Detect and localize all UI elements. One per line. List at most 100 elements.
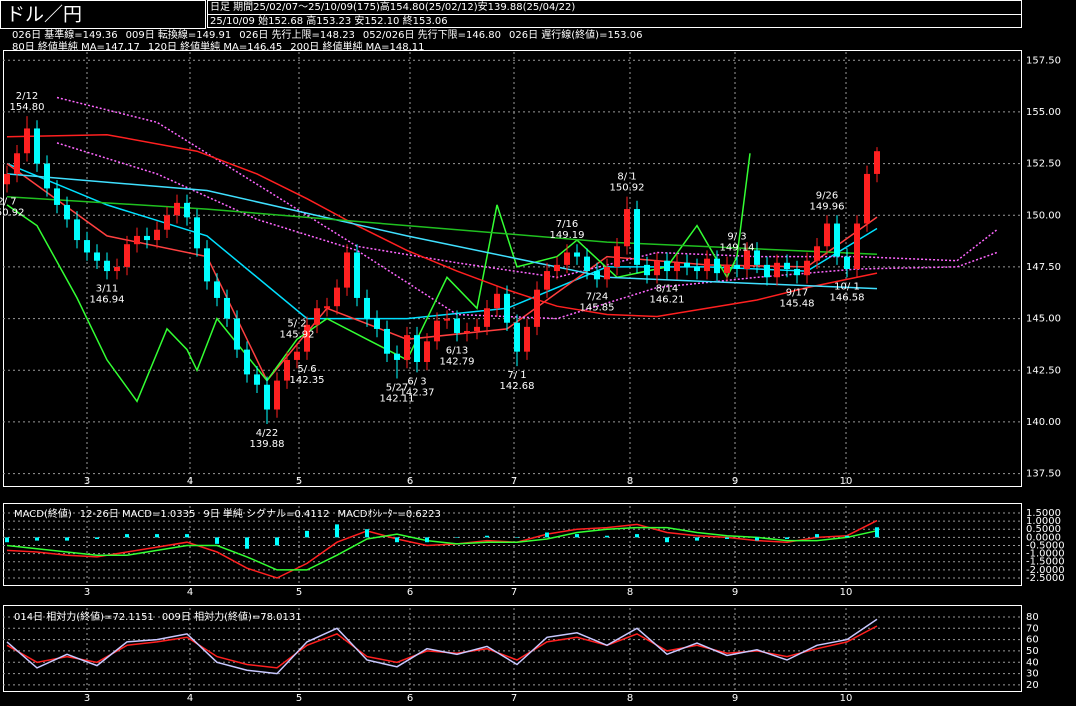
histogram-bar (425, 537, 429, 543)
candle-body (814, 246, 820, 261)
candle-body (234, 318, 240, 350)
candle-body (764, 264, 770, 278)
candle-body (674, 262, 680, 272)
candle-body (324, 306, 330, 309)
annotation-price: 142.35 (290, 375, 325, 386)
candle-body (354, 252, 360, 298)
series-line (6, 618, 878, 675)
candle-body (634, 209, 640, 265)
annotation-date: 2/ 7 (0, 197, 17, 208)
candle-body (374, 318, 380, 329)
histogram-bar (35, 537, 39, 541)
candle-body (724, 264, 730, 274)
y-tick-label: -2.0000 (1026, 565, 1065, 576)
y-tick-label: 30 (1026, 669, 1039, 680)
annotation-date: 9/17 (786, 287, 808, 298)
y-tick-label: 142.50 (1026, 365, 1061, 376)
series-line (6, 526, 878, 571)
candle-body (794, 269, 800, 276)
chart-title: ドル／円 (6, 4, 82, 26)
annotation-date: 7/16 (556, 219, 578, 230)
x-tick-label: 6 (407, 476, 413, 487)
y-tick-label: 150.00 (1026, 210, 1061, 221)
annotation-price: 145.92 (280, 329, 315, 340)
legend-entry: 80日 終値単純 MA=147.17 (12, 40, 140, 53)
candle-body (834, 223, 840, 257)
x-tick-label: 10 (840, 693, 853, 704)
candle-body (204, 248, 210, 282)
candle-body (444, 318, 450, 321)
histogram-bar (545, 532, 549, 538)
legend-entry: 120日 終値単純 MA=146.45 (148, 40, 282, 53)
candle-body (64, 204, 70, 220)
candle-body (644, 264, 650, 276)
x-tick-label: 8 (627, 587, 633, 598)
candle-body (604, 266, 610, 280)
x-tick-label: 3 (84, 587, 90, 598)
legend-entry: 12-26日 MACD=1.0335 (80, 509, 196, 520)
candle-body (654, 260, 660, 276)
annotation-date: 5/ 2 (287, 318, 306, 329)
candle-body (504, 293, 510, 323)
candle-body (364, 297, 370, 319)
legend-entry: 009日 転換線=149.91 (126, 28, 232, 41)
series-line (6, 195, 878, 256)
histogram-bar (845, 535, 849, 538)
candle-body (734, 264, 740, 269)
annotation-price: 154.80 (10, 102, 45, 113)
candle-body (774, 262, 780, 278)
histogram-bar (515, 537, 519, 538)
histogram-bar (95, 537, 99, 539)
candle-body (414, 335, 420, 362)
histogram-bar (755, 537, 759, 541)
period-info: 日足 期間25/02/07～25/10/09(175)高154.80(25/02… (210, 0, 575, 13)
x-tick-label: 9 (732, 476, 738, 487)
y-tick-label: 137.50 (1026, 469, 1061, 480)
candle-body (584, 256, 590, 272)
legend-entry: 200日 終値単純 MA=148.11 (290, 40, 424, 53)
annotation-price: 145.48 (780, 298, 815, 309)
y-tick-label: 155.00 (1026, 107, 1061, 118)
candle-body (344, 252, 350, 288)
candle-body (464, 331, 470, 334)
annotation-price: 150.92 (0, 208, 25, 219)
histogram-bar (395, 537, 399, 543)
y-tick-label: -0.5000 (1026, 540, 1065, 551)
x-tick-label: 7 (511, 476, 517, 487)
y-tick-label: 50 (1026, 646, 1039, 657)
annotation-price: 146.58 (830, 292, 865, 303)
candle-body (214, 281, 220, 298)
y-tick-label: -2.5000 (1026, 573, 1065, 584)
candle-body (94, 252, 100, 261)
series-line (6, 133, 878, 318)
annotation-price: 146.94 (90, 294, 125, 305)
annotation-price: 150.92 (610, 183, 645, 194)
legend-entry: 026日 基準線=149.36 (12, 28, 118, 41)
annotation-price: 142.79 (440, 356, 475, 367)
y-tick-label: 1.0000 (1026, 516, 1061, 527)
annotation-price: 142.11 (380, 394, 415, 405)
candle-body (864, 173, 870, 224)
x-tick-label: 5 (296, 476, 302, 487)
legend-entry: MACDｵｼﾚｰﾀｰ=0.6223 (337, 508, 440, 520)
histogram-bar (185, 534, 189, 538)
candle-body (594, 271, 600, 280)
candle-body (304, 324, 310, 352)
candle-body (474, 326, 480, 331)
annotation-price: 145.85 (580, 303, 615, 314)
candle-body (114, 266, 120, 272)
histogram-bar (575, 534, 579, 538)
candle-body (144, 235, 150, 241)
y-tick-label: 70 (1026, 623, 1039, 634)
candle-body (564, 252, 570, 265)
y-tick-label: 40 (1026, 657, 1039, 668)
histogram-bar (275, 537, 279, 546)
histogram-bar (365, 529, 369, 538)
candle-body (254, 374, 260, 385)
candle-body (124, 244, 130, 267)
candle-body (424, 341, 430, 362)
y-tick-label: 80 (1026, 612, 1039, 623)
candle-body (694, 266, 700, 272)
candle-body (824, 223, 830, 247)
